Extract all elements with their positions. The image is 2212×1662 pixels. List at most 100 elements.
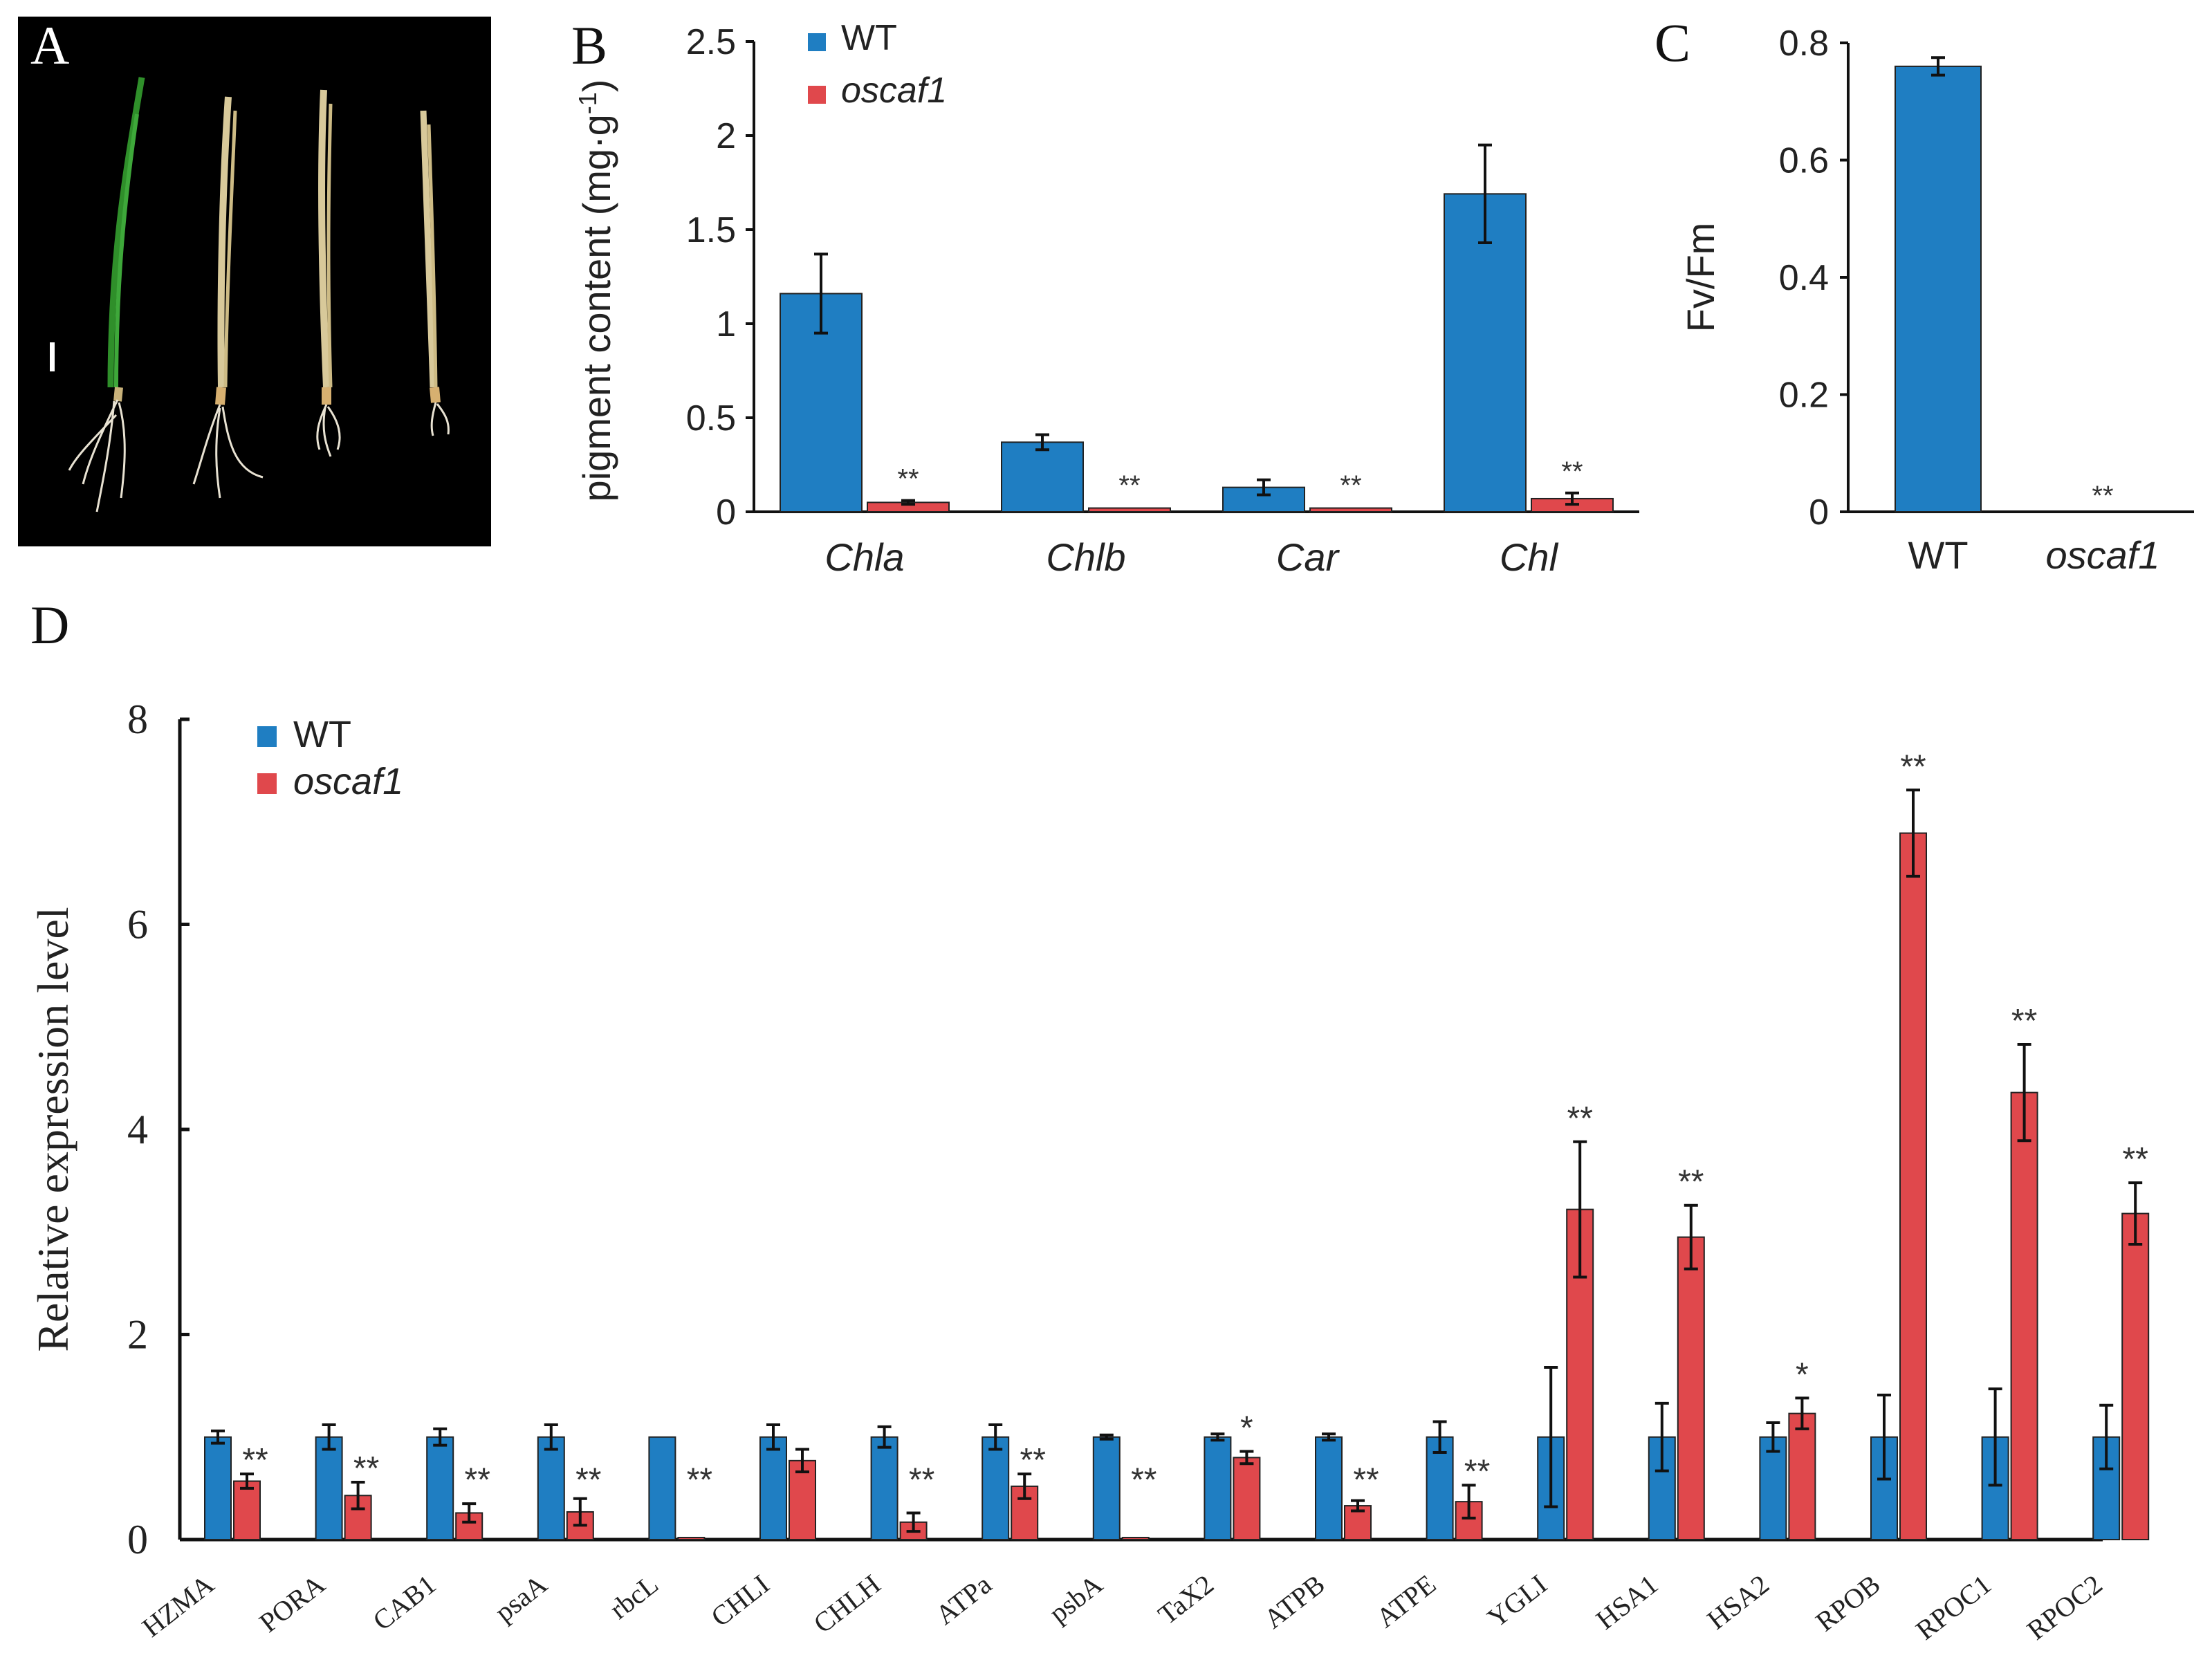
y-tick-label: 0.8: [1779, 24, 1829, 64]
bar-wt: [1204, 1436, 1232, 1540]
significance-mark: **: [1118, 470, 1140, 501]
legend-swatch-wt: [808, 33, 826, 51]
bar-wt: [1895, 65, 1982, 513]
bar-wt: [1759, 1436, 1787, 1540]
y-tick-label: 0.4: [1779, 258, 1829, 298]
seedling-photo: [18, 17, 491, 546]
bar-wt: [315, 1436, 343, 1540]
significance-mark: **: [1567, 1100, 1593, 1137]
x-tick-label: Chl: [1500, 535, 1559, 579]
seedling-wt: [68, 77, 145, 513]
panel-a: A: [18, 15, 491, 546]
bar-oscaf1: [1788, 1412, 1816, 1540]
y-tick-label: 1: [716, 304, 736, 344]
y-tick-label: 0: [127, 1517, 148, 1562]
y-tick-label: 0: [1809, 492, 1829, 533]
significance-mark: **: [575, 1461, 601, 1498]
bar-wt: [1315, 1436, 1343, 1540]
significance-mark: **: [1678, 1164, 1704, 1201]
x-tick-label: RPOC1: [1910, 1569, 1997, 1646]
x-tick-label: Chla: [824, 535, 904, 579]
x-tick-label: WT: [1908, 533, 1968, 577]
x-tick-label: CAB1: [367, 1569, 441, 1636]
significance-mark: *: [1240, 1410, 1253, 1447]
y-tick-label: 0.5: [686, 398, 736, 438]
seedling-mutant-3: [420, 110, 450, 436]
bar-oscaf1: [677, 1537, 706, 1540]
seedling-mutant-2: [316, 89, 341, 457]
x-tick-label: psaA: [489, 1569, 553, 1628]
x-tick-label: TaX2: [1152, 1569, 1219, 1631]
significance-mark: **: [465, 1461, 490, 1498]
significance-mark: **: [1131, 1461, 1156, 1498]
y-tick-label: 0: [716, 492, 736, 533]
significance-mark: **: [353, 1450, 379, 1487]
y-tick-label: 4: [127, 1107, 148, 1152]
y-axis-label: Relative expression level: [28, 907, 77, 1351]
significance-mark: **: [897, 464, 919, 495]
x-tick-label: Chlb: [1046, 535, 1125, 579]
bar-oscaf1: [233, 1480, 261, 1541]
bar-wt: [1092, 1436, 1121, 1540]
y-tick-label: 2.5: [686, 22, 736, 62]
bar-oscaf1: [1899, 832, 1927, 1540]
bar-wt: [204, 1436, 232, 1540]
y-tick-label: 2: [716, 116, 736, 156]
x-tick-label: CHLI: [705, 1569, 775, 1633]
bar-oscaf1: [2010, 1091, 2038, 1540]
bar-oscaf1: [1121, 1537, 1150, 1540]
bar-oscaf1: [2121, 1212, 2150, 1540]
panel-a-letter: A: [30, 15, 69, 75]
panel-b-chart: B 0 0.5 1 1.5 2 2.5 pigment content (mg·g-1) Ch…: [571, 15, 1639, 579]
x-tick-label: oscaf1: [2046, 533, 2160, 577]
bar-oscaf1: [1088, 507, 1171, 513]
panel-c-letter: C: [1655, 12, 1690, 73]
x-tick-label: YGLI: [1482, 1569, 1553, 1634]
legend-swatch-oscaf1: [257, 773, 277, 794]
significance-mark: **: [687, 1461, 712, 1498]
significance-mark: *: [1796, 1356, 1809, 1393]
significance-mark: **: [2123, 1141, 2148, 1178]
significance-mark: **: [1464, 1453, 1490, 1490]
legend-swatch-wt: [257, 726, 277, 747]
legend-swatch-oscaf1: [808, 86, 826, 104]
y-tick-label: 8: [127, 696, 148, 742]
legend-label-oscaf1: oscaf1: [293, 761, 403, 802]
x-tick-label: RPOC2: [2021, 1569, 2108, 1646]
bar-wt: [870, 1436, 898, 1540]
legend-label-wt: WT: [841, 18, 897, 58]
bar-oscaf1: [1233, 1457, 1261, 1540]
x-tick-label: HSA1: [1590, 1569, 1664, 1636]
scale-bar: [50, 342, 55, 371]
legend-label-wt: WT: [293, 714, 351, 755]
y-tick-label: 0.6: [1779, 141, 1829, 181]
y-tick-label: 2: [127, 1312, 148, 1358]
x-tick-label: ATPE: [1370, 1569, 1441, 1634]
significance-mark: **: [1340, 470, 1361, 501]
significance-mark: **: [909, 1461, 934, 1498]
x-tick-label: rbcL: [604, 1569, 664, 1625]
bar-wt: [537, 1436, 565, 1540]
bar-wt: [426, 1436, 454, 1540]
bar-wt: [648, 1436, 676, 1540]
bar-oscaf1: [1309, 507, 1392, 513]
y-axis-label: pigment content (mg·g-1): [573, 80, 618, 502]
panel-c-chart: C 0 0.2 0.4 0.6 0.8 Fv/Fm WT oscaf1 **: [1655, 12, 2194, 577]
panel-b-letter: B: [571, 15, 607, 75]
y-tick-label: 1.5: [686, 210, 736, 250]
bar-wt: [1001, 441, 1084, 513]
x-tick-label: HZMA: [136, 1569, 220, 1643]
bar-wt: [1444, 193, 1527, 513]
x-tick-label: Car: [1276, 535, 1340, 579]
panel-d-letter: D: [30, 595, 69, 655]
x-tick-label: PORA: [253, 1569, 331, 1638]
x-tick-label: psbA: [1043, 1569, 1108, 1629]
x-tick-label: CHLH: [808, 1569, 887, 1640]
bar-wt: [981, 1436, 1010, 1540]
y-tick-label: 6: [127, 902, 148, 948]
x-tick-label: ATPa: [930, 1568, 997, 1630]
x-tick-label: ATPB: [1258, 1569, 1331, 1635]
significance-mark: **: [2092, 481, 2113, 511]
significance-mark: **: [1900, 748, 1926, 785]
